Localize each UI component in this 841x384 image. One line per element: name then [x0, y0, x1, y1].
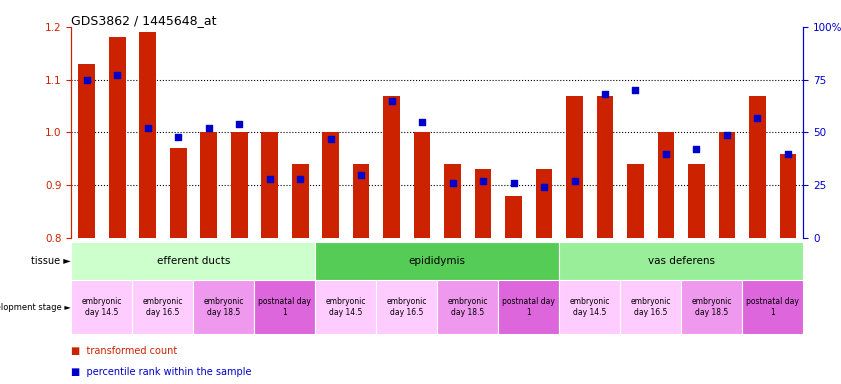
Bar — [230, 132, 247, 238]
Bar — [505, 196, 522, 238]
Bar — [559, 242, 803, 280]
Point — [781, 151, 795, 157]
Bar — [254, 280, 315, 334]
Bar — [170, 148, 187, 238]
Text: embryonic
day 14.5: embryonic day 14.5 — [82, 298, 122, 317]
Point — [202, 125, 215, 131]
Text: vas deferens: vas deferens — [648, 256, 715, 266]
Bar — [193, 280, 254, 334]
Text: ■  transformed count: ■ transformed count — [71, 346, 177, 356]
Point — [720, 131, 733, 137]
Point — [537, 184, 551, 190]
Text: postnatal day
1: postnatal day 1 — [502, 298, 555, 317]
Point — [294, 176, 307, 182]
Point — [507, 180, 521, 186]
Point — [141, 125, 155, 131]
Bar — [437, 280, 498, 334]
Bar — [474, 169, 491, 238]
Point — [446, 180, 459, 186]
Bar — [292, 164, 309, 238]
Bar — [78, 64, 95, 238]
Text: efferent ducts: efferent ducts — [156, 256, 230, 266]
Bar — [108, 38, 125, 238]
Bar — [352, 164, 369, 238]
Bar — [315, 280, 376, 334]
Text: embryonic
day 18.5: embryonic day 18.5 — [204, 298, 244, 317]
Bar — [749, 96, 766, 238]
Point — [110, 72, 124, 78]
Bar — [742, 280, 803, 334]
Text: embryonic
day 18.5: embryonic day 18.5 — [691, 298, 732, 317]
Bar — [71, 242, 315, 280]
Bar — [376, 280, 437, 334]
Bar — [140, 32, 156, 238]
Bar — [780, 154, 796, 238]
Text: embryonic
day 18.5: embryonic day 18.5 — [447, 298, 488, 317]
Bar — [536, 169, 553, 238]
Bar — [322, 132, 339, 238]
Bar — [414, 132, 431, 238]
Bar — [133, 280, 193, 334]
Point — [629, 87, 643, 93]
Text: tissue ►: tissue ► — [31, 256, 71, 266]
Point — [751, 114, 764, 121]
Point — [690, 146, 703, 152]
Point — [598, 91, 611, 98]
Text: embryonic
day 14.5: embryonic day 14.5 — [569, 298, 610, 317]
Bar — [566, 96, 583, 238]
Point — [385, 98, 399, 104]
Bar — [71, 280, 133, 334]
Bar — [681, 280, 742, 334]
Point — [659, 151, 673, 157]
Bar — [620, 280, 681, 334]
Point — [80, 76, 93, 83]
Bar — [718, 132, 735, 238]
Text: postnatal day
1: postnatal day 1 — [258, 298, 311, 317]
Text: ■  percentile rank within the sample: ■ percentile rank within the sample — [71, 367, 252, 377]
Point — [354, 172, 368, 178]
Text: embryonic
day 16.5: embryonic day 16.5 — [631, 298, 671, 317]
Point — [568, 178, 581, 184]
Text: GDS3862 / 1445648_at: GDS3862 / 1445648_at — [71, 14, 217, 27]
Text: postnatal day
1: postnatal day 1 — [746, 298, 799, 317]
Bar — [383, 96, 400, 238]
Text: epididymis: epididymis — [409, 256, 466, 266]
Bar — [262, 132, 278, 238]
Point — [263, 176, 277, 182]
Text: embryonic
day 14.5: embryonic day 14.5 — [325, 298, 366, 317]
Bar — [658, 132, 674, 238]
Point — [232, 121, 246, 127]
Point — [415, 119, 429, 125]
Bar — [315, 242, 559, 280]
Bar — [688, 164, 705, 238]
Point — [324, 136, 337, 142]
Text: embryonic
day 16.5: embryonic day 16.5 — [143, 298, 183, 317]
Bar — [498, 280, 559, 334]
Point — [476, 178, 489, 184]
Point — [172, 134, 185, 140]
Text: development stage ►: development stage ► — [0, 303, 71, 312]
Bar — [596, 96, 613, 238]
Bar — [627, 164, 644, 238]
Bar — [444, 164, 461, 238]
Bar — [200, 132, 217, 238]
Text: embryonic
day 16.5: embryonic day 16.5 — [387, 298, 427, 317]
Bar — [559, 280, 620, 334]
